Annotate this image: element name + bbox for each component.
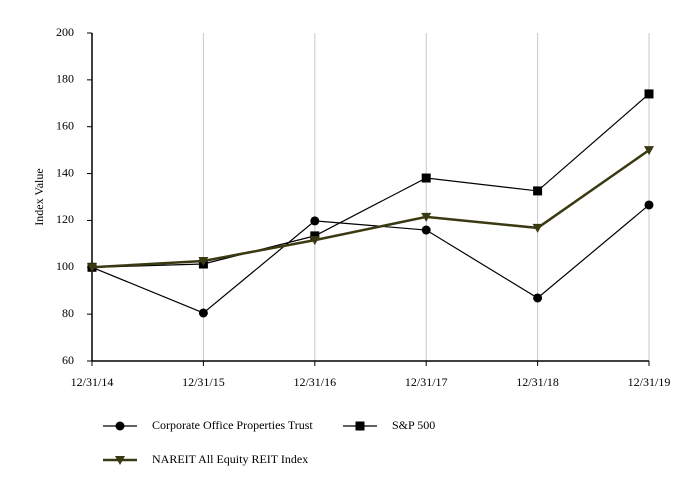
marker bbox=[421, 212, 432, 222]
legend-label: S&P 500 bbox=[392, 418, 435, 432]
marker bbox=[310, 216, 320, 226]
marker bbox=[533, 293, 543, 303]
marker bbox=[87, 263, 97, 273]
legend-label: NAREIT All Equity REIT Index bbox=[152, 452, 308, 466]
marker bbox=[198, 308, 208, 318]
y-tick-label: 180 bbox=[56, 72, 74, 86]
marker bbox=[310, 231, 320, 241]
y-tick-label: 140 bbox=[56, 165, 74, 179]
marker bbox=[115, 421, 125, 431]
series-line bbox=[91, 204, 650, 314]
marker bbox=[644, 146, 654, 156]
marker bbox=[198, 256, 209, 266]
x-tick-label: 12/31/16 bbox=[293, 375, 336, 389]
y-tick-label: 120 bbox=[56, 212, 74, 226]
y-tick-label: 200 bbox=[56, 25, 74, 39]
y-tick-label: 100 bbox=[56, 259, 74, 273]
series-line bbox=[91, 149, 650, 269]
y-tick-label: 60 bbox=[62, 353, 74, 367]
marker bbox=[355, 421, 365, 431]
x-tick-label: 12/31/18 bbox=[516, 375, 559, 389]
y-axis-title: Index Value bbox=[32, 168, 46, 225]
y-tick-label: 80 bbox=[62, 306, 74, 320]
y-tick-label: 160 bbox=[56, 118, 74, 132]
x-tick-label: 12/31/15 bbox=[182, 375, 225, 389]
marker bbox=[421, 225, 431, 235]
x-tick-label: 12/31/14 bbox=[71, 375, 114, 389]
marker bbox=[532, 223, 543, 233]
marker bbox=[309, 236, 320, 246]
marker bbox=[115, 456, 125, 465]
marker bbox=[644, 200, 654, 210]
marker bbox=[421, 173, 431, 183]
series-line bbox=[91, 93, 650, 268]
legend-label: Corporate Office Properties Trust bbox=[152, 418, 313, 432]
marker bbox=[533, 186, 543, 196]
x-tick-label: 12/31/17 bbox=[405, 375, 448, 389]
x-tick-label: 12/31/19 bbox=[628, 375, 671, 389]
marker bbox=[644, 89, 654, 99]
